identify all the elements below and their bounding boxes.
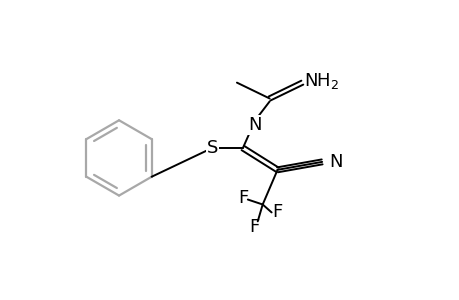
Text: F: F	[237, 189, 247, 207]
Text: S: S	[206, 139, 218, 157]
Text: F: F	[249, 218, 259, 236]
Text: N: N	[328, 153, 342, 171]
Text: N: N	[247, 116, 261, 134]
Text: NH$_2$: NH$_2$	[304, 70, 339, 91]
Text: F: F	[272, 203, 282, 221]
